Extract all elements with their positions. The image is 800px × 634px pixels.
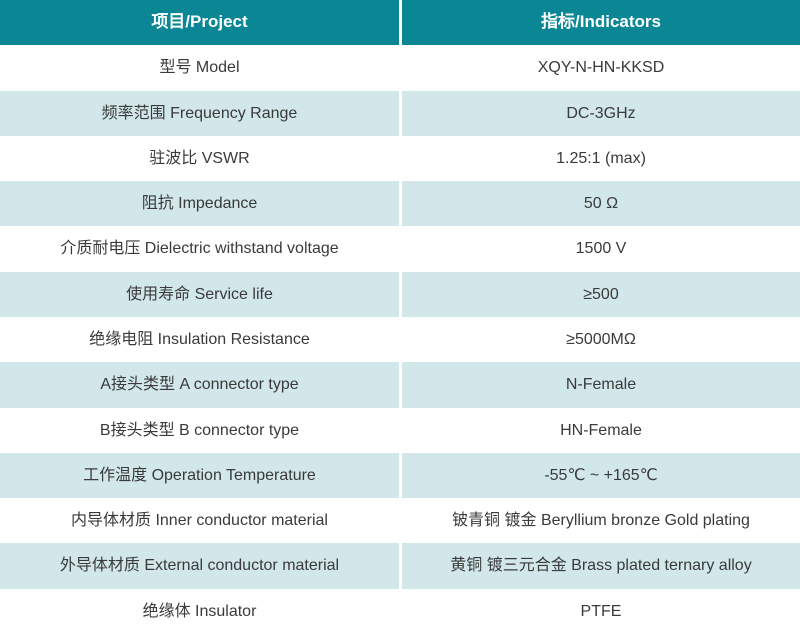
- table-row: 绝缘体 Insulator PTFE: [0, 588, 800, 634]
- indicator-cell: 50 Ω: [402, 181, 800, 227]
- table-row: 工作温度 Operation Temperature -55℃ ~ +165℃: [0, 452, 800, 499]
- indicator-cell: ≥5000MΩ: [402, 316, 800, 363]
- indicator-cell: 1.25:1 (max): [402, 135, 800, 182]
- header-cell-project: 项目/Project: [0, 0, 399, 46]
- indicator-cell: -55℃ ~ +165℃: [402, 452, 800, 499]
- table-row: B接头类型 B connector type HN-Female: [0, 407, 800, 453]
- project-cell: 绝缘体 Insulator: [0, 588, 399, 634]
- project-cell: B接头类型 B connector type: [0, 407, 399, 453]
- indicator-cell: 1500 V: [402, 226, 800, 272]
- table-row: 使用寿命 Service life ≥500: [0, 271, 800, 317]
- table-row: 内导体材质 Inner conductor material 铍青铜 镀金 Be…: [0, 498, 800, 544]
- indicator-cell: ≥500: [402, 271, 800, 317]
- project-cell: 内导体材质 Inner conductor material: [0, 498, 399, 544]
- indicator-cell: 铍青铜 镀金 Beryllium bronze Gold plating: [402, 498, 800, 544]
- project-cell: 绝缘电阻 Insulation Resistance: [0, 316, 399, 363]
- indicator-cell: HN-Female: [402, 407, 800, 453]
- project-cell: 外导体材质 External conductor material: [0, 543, 399, 589]
- table-row: A接头类型 A connector type N-Female: [0, 362, 800, 408]
- table-row: 外导体材质 External conductor material 黄铜 镀三元…: [0, 543, 800, 589]
- project-cell: 工作温度 Operation Temperature: [0, 452, 399, 499]
- table-row: 驻波比 VSWR 1.25:1 (max): [0, 135, 800, 182]
- table-header-row: 项目/Project 指标/Indicators: [0, 0, 800, 46]
- project-cell: 介质耐电压 Dielectric withstand voltage: [0, 226, 399, 272]
- project-cell: 型号 Model: [0, 45, 399, 91]
- indicator-cell: PTFE: [402, 588, 800, 634]
- indicator-cell: DC-3GHz: [402, 90, 800, 136]
- header-cell-indicators: 指标/Indicators: [402, 0, 800, 46]
- table-row: 型号 Model XQY-N-HN-KKSD: [0, 45, 800, 91]
- project-cell: 频率范围 Frequency Range: [0, 90, 399, 136]
- table-row: 频率范围 Frequency Range DC-3GHz: [0, 90, 800, 136]
- project-cell: A接头类型 A connector type: [0, 362, 399, 408]
- project-cell: 驻波比 VSWR: [0, 135, 399, 182]
- table-row: 阻抗 Impedance 50 Ω: [0, 181, 800, 227]
- indicator-cell: XQY-N-HN-KKSD: [402, 45, 800, 91]
- indicator-cell: 黄铜 镀三元合金 Brass plated ternary alloy: [402, 543, 800, 589]
- table-row: 介质耐电压 Dielectric withstand voltage 1500 …: [0, 226, 800, 272]
- indicator-cell: N-Female: [402, 362, 800, 408]
- project-cell: 阻抗 Impedance: [0, 181, 399, 227]
- project-cell: 使用寿命 Service life: [0, 271, 399, 317]
- table-row: 绝缘电阻 Insulation Resistance ≥5000MΩ: [0, 316, 800, 363]
